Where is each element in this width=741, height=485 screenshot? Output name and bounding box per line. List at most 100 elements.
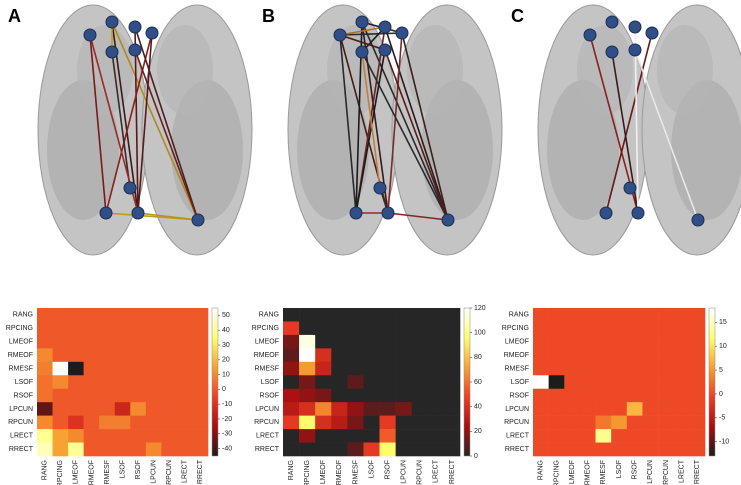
heatmap-cell: [363, 402, 380, 416]
heatmap-cell: [145, 388, 162, 403]
heatmap-cell: [68, 388, 84, 403]
x-tick-label: RPCUN: [166, 460, 173, 485]
colorbar-tick-label: 50: [222, 312, 230, 319]
heatmap-cell: [299, 402, 316, 416]
heatmap-cell: [130, 334, 147, 349]
heatmap-cell: [192, 375, 209, 390]
heatmap-cell: [395, 348, 413, 363]
y-tick-label: RSOF: [510, 392, 529, 399]
node: [131, 206, 145, 220]
heatmap-cell: [99, 402, 116, 416]
connection: [401, 32, 449, 221]
heatmap-cell: [626, 334, 643, 349]
heatmap-cell: [37, 415, 53, 430]
heatmap-cell: [99, 308, 116, 322]
node: [83, 28, 97, 42]
heatmap-cell: [83, 375, 100, 390]
heatmap-cell: [689, 442, 706, 457]
x-tick-label: RRECT: [694, 459, 701, 484]
heatmap-cell: [52, 308, 69, 322]
heatmap-cell: [363, 415, 380, 430]
node: [628, 20, 642, 34]
heatmap-cell: [443, 442, 461, 457]
heatmap-cell: [642, 402, 659, 416]
y-tick-label: LPCUN: [505, 406, 529, 413]
node: [631, 206, 645, 220]
y-tick-label: LSOF: [15, 379, 33, 386]
heatmap-cell: [68, 348, 84, 363]
x-tick-label: RRECT: [449, 459, 456, 484]
colorbar: [708, 307, 716, 457]
heatmap-cell: [642, 348, 659, 363]
heatmap-cell: [548, 348, 565, 363]
connection: [137, 212, 199, 221]
heatmap-cell: [379, 321, 396, 336]
heatmap-cell: [299, 388, 316, 403]
heatmap-cell: [642, 375, 659, 390]
node: [191, 213, 205, 227]
heatmap-cell: [427, 442, 445, 457]
node: [99, 206, 113, 220]
heatmap-cell: [411, 388, 429, 403]
heatmap-cell: [347, 308, 364, 322]
heatmap-cell: [130, 348, 147, 363]
heatmap-cell: [443, 429, 461, 443]
colorbar-tick-label: 10: [719, 343, 727, 350]
heatmap-cell: [283, 429, 300, 443]
y-tick-label: RANG: [13, 312, 33, 319]
heatmap-cell: [176, 321, 193, 336]
heatmap-cell: [689, 321, 706, 336]
heatmap-cell: [161, 361, 178, 376]
heatmap-cell: [315, 334, 332, 349]
heatmap-cell: [114, 334, 131, 349]
heatmap-cell: [192, 415, 209, 430]
heatmap-cell: [161, 334, 178, 349]
x-tick-label: RPCING: [553, 460, 560, 485]
heatmap-cell: [427, 388, 445, 403]
x-tick-label: LRECT: [678, 459, 685, 483]
heatmap-cell: [611, 308, 628, 322]
colorbar-tick-label: 20: [474, 428, 482, 435]
heatmap-cell: [595, 415, 612, 430]
heatmap-cell: [347, 415, 364, 430]
node: [378, 20, 392, 34]
heatmap-cell: [192, 334, 209, 349]
heatmap-cell: [548, 361, 565, 376]
heatmap-cell: [595, 334, 612, 349]
heatmap-cell: [161, 321, 178, 336]
heatmap-cell: [83, 429, 100, 443]
heatmap-cell: [533, 308, 549, 322]
heatmap-cell: [52, 348, 69, 363]
heatmap-cell: [130, 415, 147, 430]
heatmap-cell: [548, 375, 565, 390]
heatmap-cell: [37, 429, 53, 443]
heatmap-cell: [52, 388, 69, 403]
heatmap-cell: [443, 334, 461, 349]
y-tick-label: RMEOF: [254, 352, 279, 359]
heatmap-cell: [99, 442, 116, 457]
heatmap-cell: [347, 442, 364, 457]
heatmap-cell: [114, 375, 131, 390]
heatmap-cell: [443, 415, 461, 430]
heatmap-cell: [283, 402, 300, 416]
heatmap-cell: [533, 321, 549, 336]
heatmap-cell: [626, 415, 643, 430]
heatmap-cell: [52, 361, 69, 376]
heatmap-cell: [299, 348, 316, 363]
x-tick-label: LSOF: [119, 460, 126, 478]
heatmap-cell: [689, 361, 706, 376]
heatmap-cell: [689, 402, 706, 416]
x-tick-label: RANG: [538, 460, 545, 480]
heatmap-cell: [626, 402, 643, 416]
heatmap-cell: [114, 429, 131, 443]
connection: [111, 21, 199, 221]
node: [105, 45, 119, 59]
heatmap-cell: [145, 321, 162, 336]
heatmap-cell: [673, 321, 690, 336]
heatmap-cell: [114, 415, 131, 430]
node: [605, 45, 619, 59]
connection: [361, 51, 449, 221]
heatmap-cell: [395, 308, 413, 322]
heatmap-cell: [114, 442, 131, 457]
heatmap-cell: [331, 348, 348, 363]
